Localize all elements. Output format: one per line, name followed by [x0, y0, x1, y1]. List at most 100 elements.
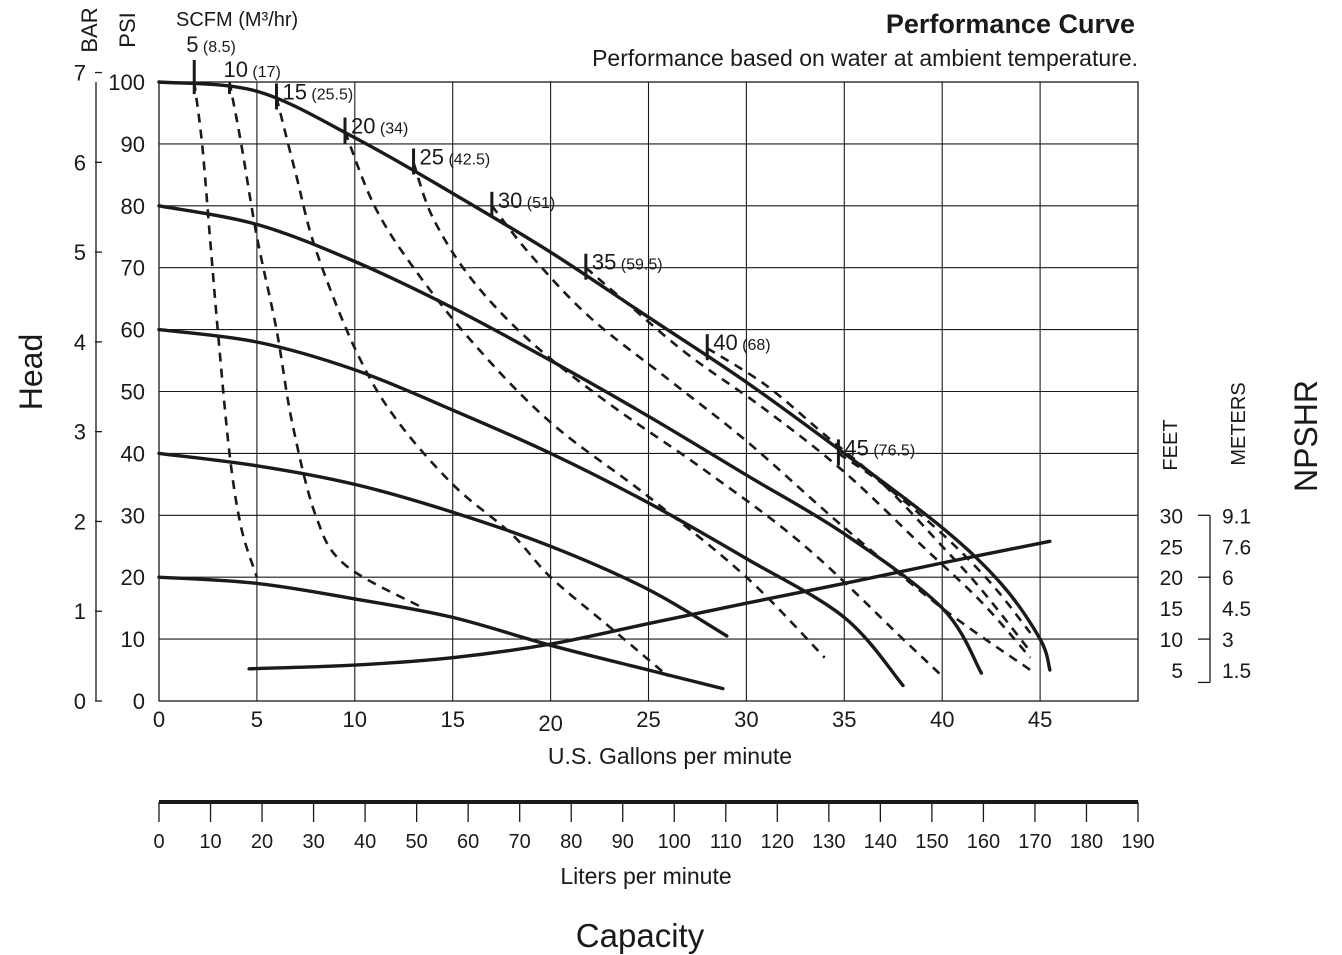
lpm-tick-label: 180 — [1070, 831, 1103, 853]
scfm-label-30: 30 (51) — [498, 188, 555, 213]
lpm-tick-label: 120 — [761, 831, 794, 853]
lpm-tick-label: 0 — [153, 831, 164, 853]
grid-lines — [158, 81, 1139, 702]
psi-tick-label: 50 — [121, 380, 145, 405]
gpm-tick-label: 0 — [153, 707, 165, 732]
air-pressure-curve-80psi — [157, 204, 984, 675]
meters-tick-label: 4.5 — [1222, 598, 1251, 621]
lpm-tick-label: 160 — [967, 831, 1000, 853]
bar-tick-label: 2 — [74, 509, 86, 534]
feet-tick-label: 10 — [1160, 629, 1183, 652]
npshr-line — [247, 539, 1052, 671]
lpm-tick-label: 190 — [1121, 831, 1154, 853]
m3hr-value: (68) — [738, 337, 771, 354]
air-pressure-curve-20psi — [157, 575, 725, 691]
scfm-value: 40 — [713, 330, 737, 355]
feet-tick-label: 25 — [1160, 536, 1183, 559]
bar-tick-label: 6 — [74, 150, 86, 175]
psi-tick-label: 40 — [121, 441, 145, 466]
feet-tick-label: 30 — [1160, 505, 1183, 528]
lpm-tick-label: 60 — [457, 831, 479, 853]
feet-axis-label: FEET — [1160, 419, 1182, 470]
meters-tick-label: 9.1 — [1222, 505, 1251, 528]
bar-tick-label: 0 — [74, 689, 86, 714]
scfm-label-35: 35 (59.5) — [592, 250, 663, 275]
m3hr-value: (42.5) — [444, 151, 490, 168]
chart-title: Performance Curve — [886, 9, 1135, 39]
psi-axis-label: PSI — [115, 12, 140, 47]
scfm-value: 25 — [420, 144, 444, 169]
psi-tick-label: 70 — [121, 256, 145, 281]
scfm-label-15: 15 (25.5) — [282, 79, 353, 104]
m3hr-value: (76.5) — [869, 442, 915, 459]
head-axis-title: Head — [13, 334, 49, 411]
lpm-tick-label: 20 — [251, 831, 273, 853]
npshr-axis-title: NPSHR — [1288, 380, 1324, 492]
air-consumption-curve-35scfm — [584, 266, 1032, 659]
air-pressure-curve-40psi — [157, 451, 729, 638]
lpm-tick-label: 10 — [199, 831, 221, 853]
feet-tick-label: 20 — [1160, 567, 1183, 590]
feet-tick-label: 5 — [1171, 660, 1183, 683]
scfm-value: 5 — [186, 32, 198, 57]
gpm-axis-label: U.S. Gallons per minute — [548, 743, 792, 769]
scfm-label-5: 5 (8.5) — [186, 32, 236, 57]
gpm-tick-label: 45 — [1028, 707, 1052, 732]
lpm-tick-label: 80 — [560, 831, 582, 853]
scfm-value: 30 — [498, 188, 522, 213]
scfm-value: 15 — [282, 79, 306, 104]
scfm-label-25: 25 (42.5) — [420, 144, 491, 169]
meters-tick-label: 3 — [1222, 629, 1234, 652]
meters-tick-label: 7.6 — [1222, 536, 1251, 559]
capacity-label: Capacity — [576, 917, 705, 954]
gpm-tick-label: 25 — [636, 707, 660, 732]
lpm-tick-label: 50 — [406, 831, 428, 853]
air-consumption-curve-40scfm — [706, 347, 1032, 653]
scfm-label-45: 45 (76.5) — [844, 435, 915, 460]
meters-tick-label: 1.5 — [1222, 660, 1251, 683]
meters-axis-label: METERS — [1228, 382, 1250, 465]
air-pressure-curves — [157, 80, 1052, 691]
gpm-tick-label: 5 — [251, 707, 263, 732]
air-pressure-curve-60psi — [157, 327, 905, 688]
scfm-axis-label: SCFM (M³/hr) — [176, 9, 298, 31]
scfm-value: 35 — [592, 250, 616, 275]
lpm-tick-label: 100 — [658, 831, 691, 853]
air-consumption-curve-20scfm — [343, 131, 826, 659]
lpm-axis-label: Liters per minute — [560, 863, 731, 889]
lpm-tick-label: 40 — [354, 831, 376, 853]
scfm-label-10: 10 (17) — [223, 57, 280, 82]
air-consumption-curve-5scfm — [192, 81, 259, 578]
bar-axis-label: BAR — [77, 7, 102, 52]
gpm-tick-label: 15 — [440, 707, 464, 732]
lpm-tick-label: 110 — [710, 831, 742, 853]
psi-tick-label: 80 — [121, 194, 145, 219]
scfm-label-20: 20 (34) — [351, 114, 408, 139]
bar-tick-label: 4 — [74, 330, 86, 355]
psi-tick-label: 30 — [121, 503, 145, 528]
psi-tick-label: 60 — [121, 318, 145, 343]
gpm-tick-label: 35 — [832, 707, 856, 732]
lpm-tick-label: 130 — [812, 831, 845, 853]
m3hr-value: (25.5) — [307, 86, 353, 103]
m3hr-value: (17) — [248, 64, 281, 81]
lpm-tick-label: 150 — [915, 831, 948, 853]
scfm-value: 45 — [844, 435, 868, 460]
m3hr-value: (34) — [375, 121, 408, 138]
psi-tick-label: 90 — [121, 132, 145, 157]
psi-tick-label: 0 — [133, 689, 145, 714]
gpm-tick-label: 40 — [930, 707, 954, 732]
air-consumption-curve-15scfm — [275, 97, 669, 678]
psi-tick-label: 10 — [121, 627, 145, 652]
bar-tick-label: 1 — [74, 599, 86, 624]
scfm-value: 10 — [223, 57, 247, 82]
lpm-tick-label: 140 — [864, 831, 897, 853]
gpm-tick-label: 20 — [538, 711, 562, 736]
m3hr-value: (59.5) — [616, 257, 662, 274]
psi-tick-label: 100 — [108, 70, 145, 95]
m3hr-value: (8.5) — [198, 39, 235, 56]
air-pressure-curve-100psi — [157, 80, 1052, 672]
air-consumption-curve-25scfm — [412, 162, 944, 678]
